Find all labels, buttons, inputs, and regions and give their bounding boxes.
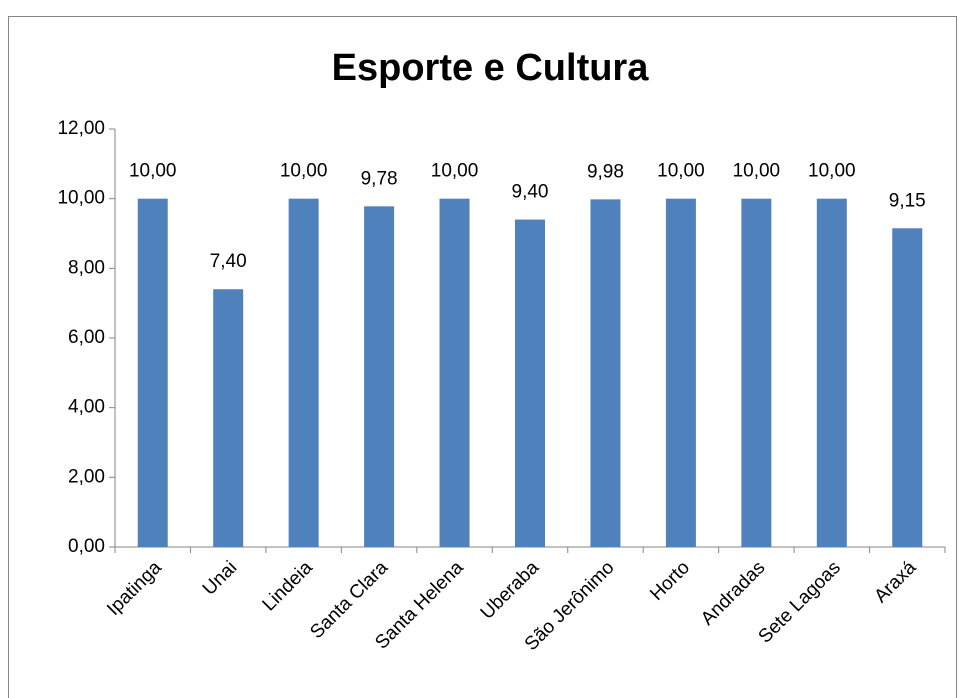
bar bbox=[288, 198, 319, 547]
data-label: 9,40 bbox=[512, 182, 549, 203]
bar bbox=[665, 198, 696, 547]
bar bbox=[590, 199, 621, 547]
bar bbox=[439, 198, 470, 547]
bar bbox=[741, 198, 772, 547]
data-label: 10,00 bbox=[808, 161, 856, 182]
y-tick-label: 6,00 bbox=[68, 327, 105, 348]
data-label: 9,15 bbox=[889, 190, 926, 211]
y-tick-label: 8,00 bbox=[68, 257, 105, 278]
data-label: 10,00 bbox=[431, 161, 479, 182]
bar bbox=[816, 198, 847, 547]
bar bbox=[137, 198, 168, 547]
y-tick-label: 2,00 bbox=[68, 466, 105, 487]
data-label: 7,40 bbox=[210, 251, 247, 272]
bar bbox=[515, 219, 545, 548]
bar bbox=[213, 289, 244, 547]
y-tick-label: 0,00 bbox=[68, 536, 105, 557]
y-tick-label: 12,00 bbox=[57, 118, 105, 139]
data-label: 10,00 bbox=[733, 161, 781, 182]
data-label: 10,00 bbox=[129, 161, 177, 182]
data-label: 9,98 bbox=[587, 161, 624, 182]
y-tick-label: 4,00 bbox=[68, 397, 105, 418]
chart-title: Esporte e Cultura bbox=[332, 47, 650, 89]
data-label: 10,00 bbox=[280, 161, 328, 182]
y-tick-label: 10,00 bbox=[57, 188, 105, 209]
bar bbox=[364, 206, 395, 547]
bar bbox=[892, 228, 923, 547]
data-label: 10,00 bbox=[657, 161, 705, 182]
data-label: 9,78 bbox=[361, 168, 398, 189]
